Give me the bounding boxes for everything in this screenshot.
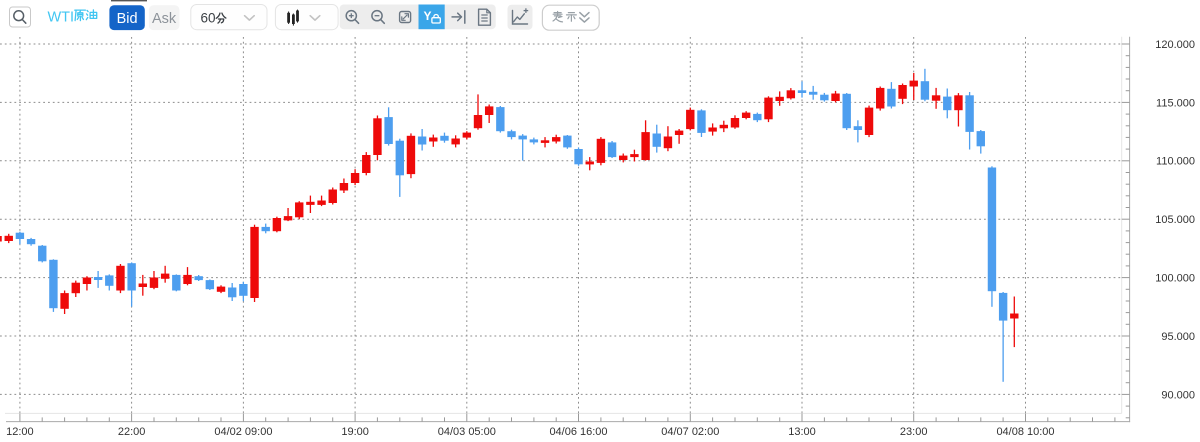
svg-text:105.000: 105.000 (1155, 214, 1195, 226)
svg-text:120.000: 120.000 (1155, 39, 1195, 51)
svg-text:Ask: Ask (152, 11, 177, 27)
svg-text:WTI: WTI (48, 9, 75, 25)
svg-text:19:00: 19:00 (341, 426, 369, 438)
svg-text:Bid: Bid (117, 11, 138, 27)
svg-text:04/06 16:00: 04/06 16:00 (549, 426, 607, 438)
svg-text:23:00: 23:00 (900, 426, 928, 438)
svg-text:04/07 02:00: 04/07 02:00 (661, 426, 719, 438)
svg-text:12:00: 12:00 (6, 426, 34, 438)
svg-text:115.000: 115.000 (1156, 97, 1195, 109)
svg-text:Y: Y (423, 9, 431, 23)
svg-text:04/03 05:00: 04/03 05:00 (438, 426, 496, 438)
svg-text:90.000: 90.000 (1161, 389, 1195, 401)
svg-text:04/02 09:00: 04/02 09:00 (214, 426, 272, 438)
svg-text:95.000: 95.000 (1161, 331, 1195, 343)
svg-text:04/08 10:00: 04/08 10:00 (996, 426, 1054, 438)
svg-text:100.000: 100.000 (1155, 273, 1195, 285)
svg-text:60: 60 (201, 10, 216, 25)
svg-text:13:00: 13:00 (788, 426, 816, 438)
svg-text:22:00: 22:00 (118, 426, 146, 438)
svg-text:110.000: 110.000 (1156, 156, 1195, 168)
